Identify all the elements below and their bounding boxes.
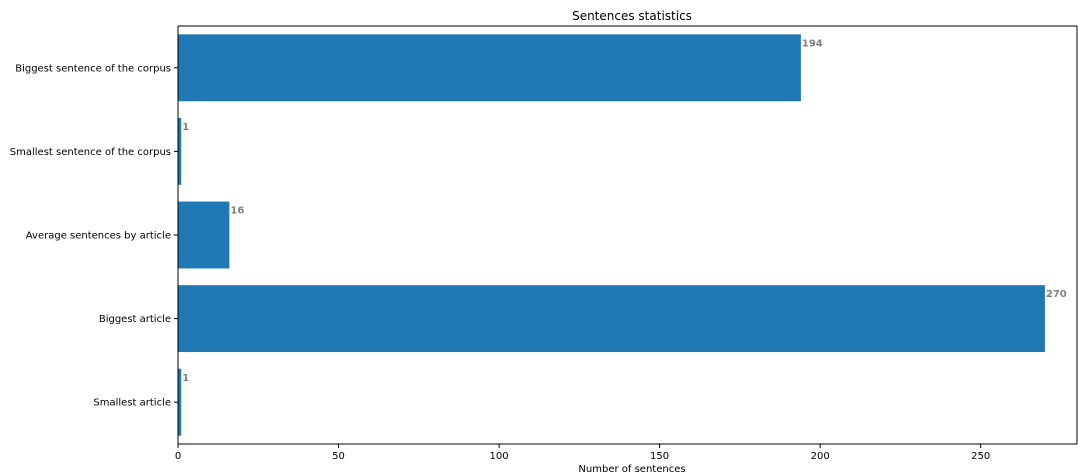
x-tick-label-4: 200	[811, 451, 830, 462]
x-tick-label-3: 150	[650, 451, 669, 462]
y-tick-label-3: Biggest article	[99, 314, 171, 325]
data-label-0: 194	[802, 38, 823, 49]
data-label-4: 1	[182, 373, 189, 384]
chart-title: Sentences statistics	[572, 9, 692, 23]
x-tick-label-5: 250	[971, 451, 990, 462]
data-label-3: 270	[1046, 289, 1067, 300]
x-tick-label-1: 50	[332, 451, 345, 462]
bar-4	[178, 368, 182, 436]
y-tick-label-2: Average sentences by article	[26, 231, 171, 242]
x-tick-label-2: 100	[490, 451, 509, 462]
data-labels-layer: 194 1 16 270 1	[182, 38, 1067, 383]
y-tick-label-0: Biggest sentence of the corpus	[15, 63, 171, 74]
axes-layer: Biggest sentence of the corpus Smallest s…	[10, 25, 1078, 462]
bar-1	[178, 117, 182, 185]
bars-layer	[178, 34, 1045, 436]
data-label-1: 1	[182, 122, 189, 133]
bar-0	[178, 34, 801, 102]
bar-2	[178, 201, 230, 269]
bar-3	[178, 285, 1045, 353]
y-tick-label-4: Smallest article	[93, 398, 171, 409]
x-tick-label-0: 0	[175, 451, 181, 462]
data-label-2: 16	[230, 206, 244, 217]
y-tick-label-1: Smallest sentence of the corpus	[10, 147, 171, 158]
x-axis-title: Number of sentences	[578, 464, 685, 474]
